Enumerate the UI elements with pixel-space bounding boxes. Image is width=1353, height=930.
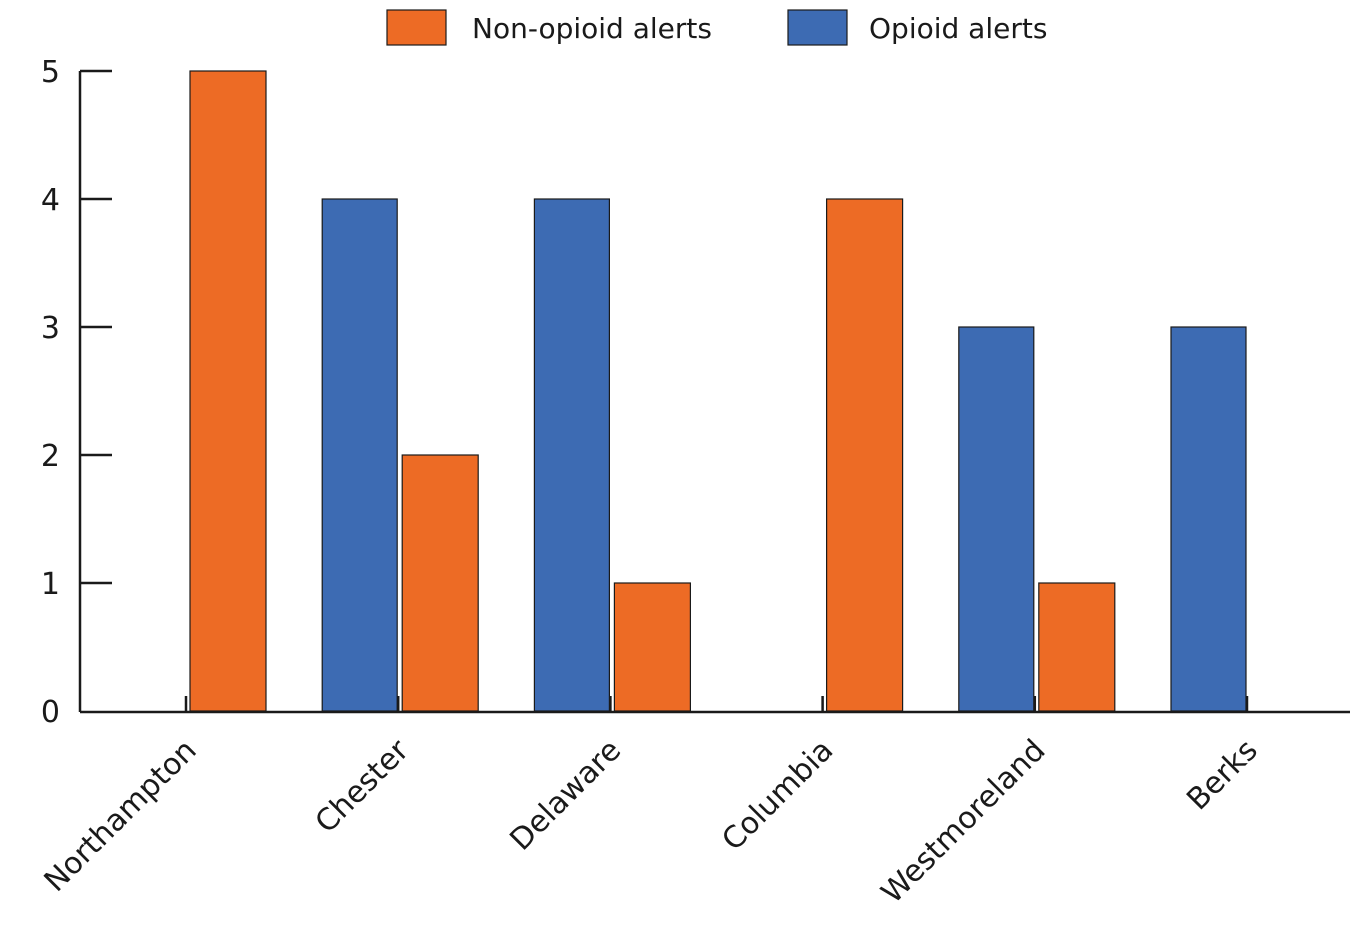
x-axis: Northampton Chester Delaware Columbia Westmo… <box>38 696 1350 911</box>
y-tick-label: 4 <box>41 183 60 218</box>
y-tick-label: 5 <box>41 55 60 90</box>
legend-label-1: Non-opioid alerts <box>472 12 712 45</box>
bar-non-opioid-chester <box>401 454 479 712</box>
bar-non-opioid-columbia <box>825 198 904 712</box>
x-tick-label-northampton: Northampton <box>38 733 204 899</box>
x-tick-label-delaware: Delaware <box>503 733 628 858</box>
bars <box>189 70 1247 712</box>
y-tick-label: 3 <box>41 311 60 346</box>
legend-label-2: Opioid alerts <box>869 12 1047 45</box>
x-tick-label-westmoreland: Westmoreland <box>875 733 1053 911</box>
y-tick-label: 2 <box>41 439 60 474</box>
x-tick-label-chester: Chester <box>309 732 417 840</box>
bar-opioid-chester <box>321 198 398 712</box>
y-axis: 0 1 2 3 4 5 <box>41 55 112 730</box>
legend-swatch-2 <box>787 9 848 46</box>
bar-non-opioid-westmoreland <box>1038 582 1116 712</box>
bar-non-opioid-northampton <box>189 70 267 712</box>
y-tick-label: 1 <box>41 567 60 602</box>
legend: Non-opioid alerts Opioid alerts <box>386 9 1047 46</box>
bar-opioid-berks <box>1170 326 1247 712</box>
x-tick-label-columbia: Columbia <box>715 733 840 858</box>
bar-opioid-delaware <box>533 198 611 712</box>
y-tick-label: 0 <box>41 695 60 730</box>
bar-non-opioid-delaware <box>613 582 692 712</box>
x-tick-label-berks: Berks <box>1180 733 1264 817</box>
legend-swatch-1 <box>386 9 447 46</box>
bar-opioid-westmoreland <box>958 326 1035 712</box>
